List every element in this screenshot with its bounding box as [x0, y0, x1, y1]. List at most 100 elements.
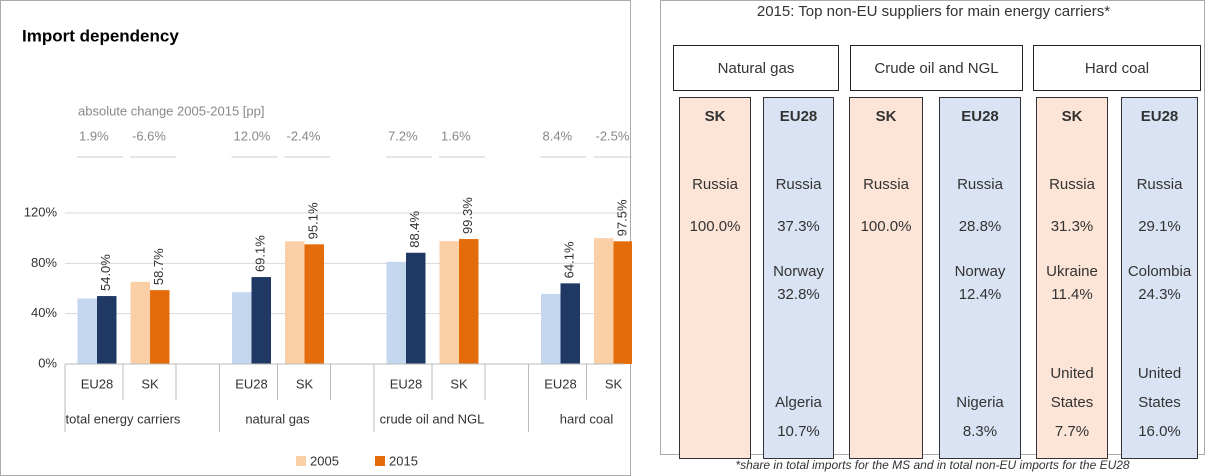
supplier-entry: Norway 12.4%: [940, 260, 1020, 306]
bar: [285, 241, 305, 364]
group-label: hard coal: [560, 411, 614, 426]
supplier-entry: Russia 100.0%: [680, 164, 750, 248]
supplier-column: SK Russia 100.0%: [679, 97, 751, 459]
supplier-entry: Russia 37.3%: [764, 164, 833, 248]
carrier-header: Hard coal: [1033, 45, 1201, 91]
country: Russia: [863, 176, 909, 193]
country: Russia: [692, 176, 738, 193]
supplier-entry: United States 7.7%: [1037, 359, 1107, 446]
bar: [150, 290, 170, 364]
panel-title: 2015: Top non-EU suppliers for main ener…: [756, 3, 1111, 20]
carrier-header: Natural gas: [673, 45, 839, 91]
country: Norway: [954, 263, 1006, 280]
bar: [613, 241, 632, 364]
x-tick-label: SK: [605, 376, 623, 391]
bar: [560, 283, 580, 364]
country: Russia: [957, 176, 1003, 193]
change-label: 7.2%: [388, 128, 418, 143]
change-label: 12.0%: [234, 128, 271, 143]
data-label: 88.4%: [407, 210, 422, 247]
bar: [439, 241, 459, 364]
bar: [594, 238, 614, 364]
supplier-entry: Russia 100.0%: [850, 164, 922, 248]
column-header: EU28: [1140, 108, 1179, 125]
y-tick-label: 0%: [38, 355, 57, 370]
supplier-entry: Russia 29.1%: [1122, 164, 1197, 248]
supplier-entry: Russia 28.8%: [940, 164, 1020, 248]
y-tick-label: 120%: [24, 204, 58, 219]
x-tick-label: EU28: [544, 376, 577, 391]
x-tick-label: EU28: [235, 376, 268, 391]
supplier-column: EU28 Russia 37.3% Norway 32.8% Algeria 10.7%: [763, 97, 834, 459]
column-header: SK: [875, 108, 897, 125]
x-tick-label: SK: [296, 376, 314, 391]
bar: [130, 281, 150, 364]
country: Norway: [773, 263, 824, 280]
legend-swatch: [375, 456, 385, 466]
supplier-column: SK Russia 31.3% Ukraine 11.4% United States 7.…: [1036, 97, 1108, 459]
bar: [97, 296, 117, 364]
share: 16.0%: [1138, 423, 1181, 440]
column-header: SK: [704, 108, 726, 125]
country: Russia: [1049, 176, 1095, 193]
y-tick-label: 40%: [31, 305, 57, 320]
suppliers-panel: 2015: Top non-EU suppliers for main ener…: [660, 0, 1205, 459]
supplier-entry: Ukraine 11.4%: [1037, 260, 1107, 306]
share: 31.3%: [1050, 218, 1094, 235]
data-label: 97.5%: [615, 199, 630, 236]
bar: [406, 252, 426, 364]
x-tick-label: SK: [141, 376, 159, 391]
bar: [232, 292, 252, 364]
share: 32.8%: [777, 286, 820, 303]
country: Nigeria: [956, 394, 1004, 411]
share: 29.1%: [1138, 218, 1181, 235]
change-label: 8.4%: [543, 128, 573, 143]
change-label: 1.6%: [441, 128, 471, 143]
supplier-entry: Russia 31.3%: [1037, 164, 1107, 248]
share: 11.4%: [1051, 286, 1093, 303]
share: 28.8%: [958, 218, 1002, 235]
column-header: EU28: [779, 108, 818, 125]
share: 7.7%: [1054, 423, 1090, 440]
country: United States: [1050, 365, 1094, 411]
legend-label: 2005: [310, 453, 339, 468]
bar: [541, 293, 561, 364]
data-label: 99.3%: [460, 197, 475, 234]
country: Russia: [1136, 176, 1183, 193]
group-label: natural gas: [245, 411, 310, 426]
share: 24.3%: [1138, 286, 1181, 303]
data-label: 69.1%: [253, 235, 268, 272]
share: 100.0%: [689, 218, 741, 235]
supplier-column: SK Russia 100.0%: [849, 97, 923, 459]
data-label: 64.1%: [562, 241, 577, 278]
bar: [77, 298, 97, 364]
country: Algeria: [775, 394, 822, 411]
share: 37.3%: [777, 218, 820, 235]
legend-label: 2015: [389, 453, 418, 468]
group-label: crude oil and NGL: [380, 411, 485, 426]
x-tick-label: EU28: [81, 376, 114, 391]
country: Russia: [775, 176, 822, 193]
chart-title: Import dependency: [22, 26, 179, 45]
supplier-entry: Algeria 10.7%: [764, 388, 833, 446]
share: 8.3%: [962, 423, 998, 440]
carrier-header: Crude oil and NGL: [850, 45, 1023, 91]
change-label: -2.4%: [287, 128, 321, 143]
change-label: -6.6%: [132, 128, 166, 143]
bar: [251, 277, 271, 364]
column-header: EU28: [961, 108, 999, 125]
data-label: 95.1%: [306, 202, 321, 239]
change-label: 1.9%: [79, 128, 109, 143]
bar: [459, 239, 479, 364]
x-tick-label: SK: [450, 376, 468, 391]
footnote: *share in total imports for the MS and i…: [735, 458, 1130, 472]
group-label: total energy carriers: [66, 411, 181, 426]
data-label: 58.7%: [151, 248, 166, 285]
x-tick-label: EU28: [390, 376, 423, 391]
supplier-entry: Nigeria 8.3%: [940, 388, 1020, 446]
country: Colombia: [1127, 263, 1192, 280]
country: Ukraine: [1046, 263, 1098, 280]
supplier-column: EU28 Russia 28.8% Norway 12.4% Nigeria 8.3%: [939, 97, 1021, 459]
share: 12.4%: [958, 286, 1002, 303]
